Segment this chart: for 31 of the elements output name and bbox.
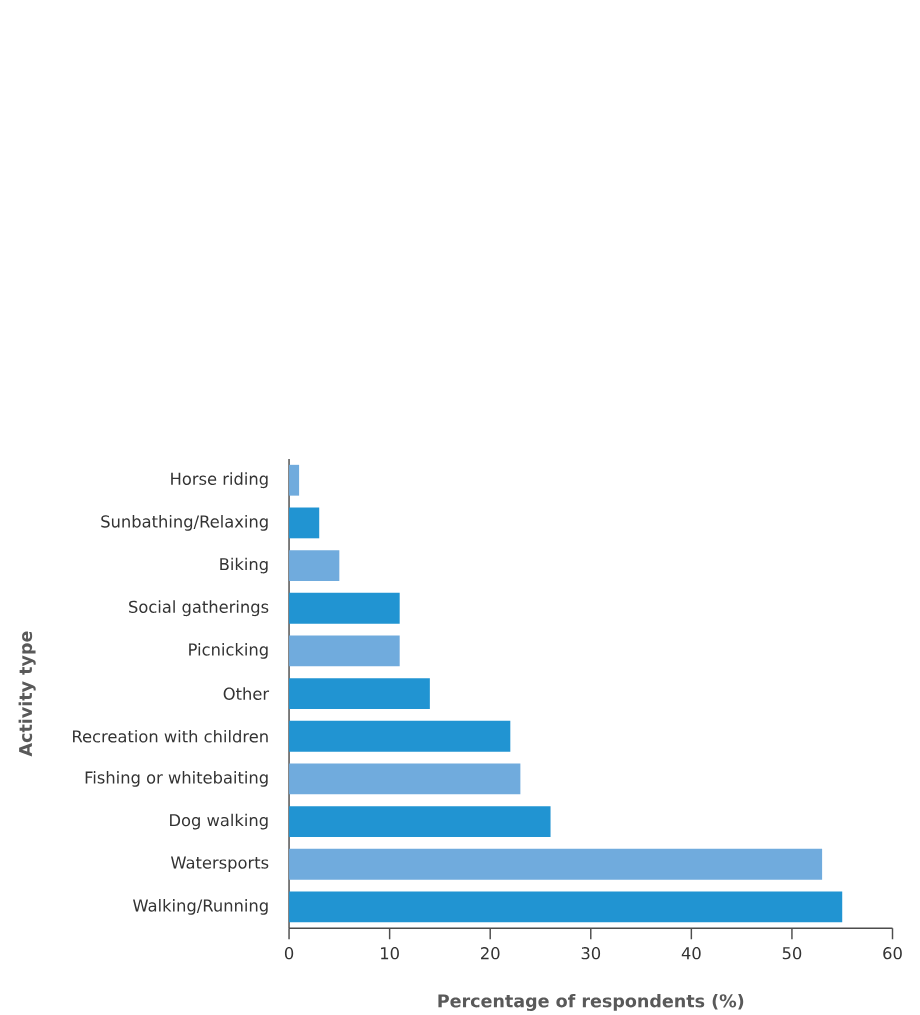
bar	[289, 507, 320, 539]
y-tick-label: Horse riding	[171, 472, 268, 489]
x-tick-label: 40	[681, 947, 701, 960]
y-tick-label: Sunbathing/Relaxing	[101, 515, 268, 531]
y-tick-label: Watersports	[171, 856, 269, 872]
y-tick-label: Other	[223, 687, 270, 700]
y-tick-label: Biking	[220, 557, 268, 574]
x-tick-label: 30	[581, 947, 601, 960]
bar	[289, 635, 400, 667]
x-tick-label: 20	[481, 947, 500, 960]
y-tick-label: Picnicking	[189, 643, 268, 659]
bar	[289, 806, 551, 837]
bar	[289, 464, 300, 496]
y-tick-label: Dog walking	[170, 813, 268, 830]
y-tick-label: Social gatherings	[129, 600, 269, 617]
bar	[289, 891, 843, 923]
bar	[289, 848, 823, 880]
x-tick-label: 0	[285, 947, 294, 960]
y-tick-label: Fishing or whitebaiting	[85, 771, 268, 787]
bar	[289, 550, 340, 581]
x-axis-title: Percentage of respondents (%)	[438, 993, 744, 1011]
bar	[289, 678, 430, 709]
x-tick-label: 10	[381, 947, 400, 960]
x-tick-label: 60	[883, 947, 902, 960]
y-axis-title: Activity type	[18, 631, 36, 757]
bar	[289, 720, 511, 752]
y-tick-label: Walking/Running	[133, 899, 268, 915]
bar	[289, 592, 400, 624]
x-tick-label: 50	[782, 947, 802, 960]
bar	[289, 763, 521, 795]
y-tick-label: Recreation with children	[73, 729, 268, 743]
